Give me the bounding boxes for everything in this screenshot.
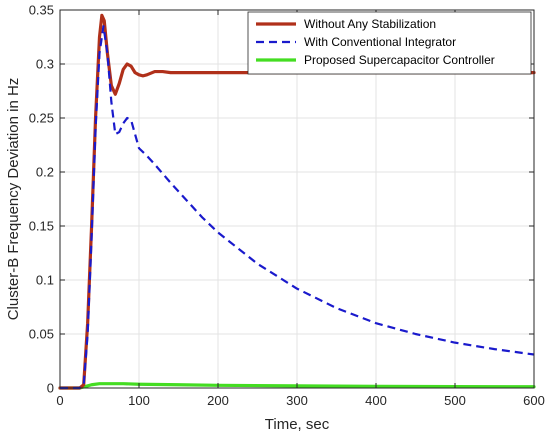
x-tick-label: 200: [207, 393, 229, 408]
y-tick-label: 0.2: [36, 165, 54, 180]
series-layer: [58, 13, 536, 390]
x-tick-label: 300: [286, 393, 308, 408]
y-tick-label: 0.3: [36, 57, 54, 72]
x-tick-label: 0: [56, 393, 63, 408]
legend-label-2: With Conventional Integrator: [304, 35, 456, 49]
y-axis-label: Cluster-B Frequency Deviation in Hz: [5, 78, 22, 321]
legend: Without Any Stabilization With Convention…: [247, 11, 532, 75]
legend-label-1: Without Any Stabilization: [304, 17, 436, 31]
axes-frame: [59, 9, 535, 389]
x-tick-label: 100: [128, 393, 150, 408]
x-tick-label: 500: [444, 393, 466, 408]
y-tick-label: 0.05: [29, 327, 54, 342]
series-line-1: [58, 13, 536, 390]
x-tick-label: 400: [365, 393, 387, 408]
y-tick-label: 0.25: [29, 111, 54, 126]
y-tick-label: 0.15: [29, 219, 54, 234]
x-tick-label: 600: [523, 393, 545, 408]
y-tick-label: 0.1: [36, 273, 54, 288]
legend-label-3: Proposed Supercapacitor Controller: [304, 53, 495, 67]
tick-labels: 0 100 200 300 400 500 600 0 0.05 0.1 0.15 0.2 0.25 0.…: [29, 3, 545, 409]
series-line-3: [58, 382, 536, 390]
x-axis-label: Time, sec: [265, 416, 330, 433]
y-tick-label: 0.35: [29, 3, 54, 18]
y-tick-label: 0: [47, 381, 54, 396]
